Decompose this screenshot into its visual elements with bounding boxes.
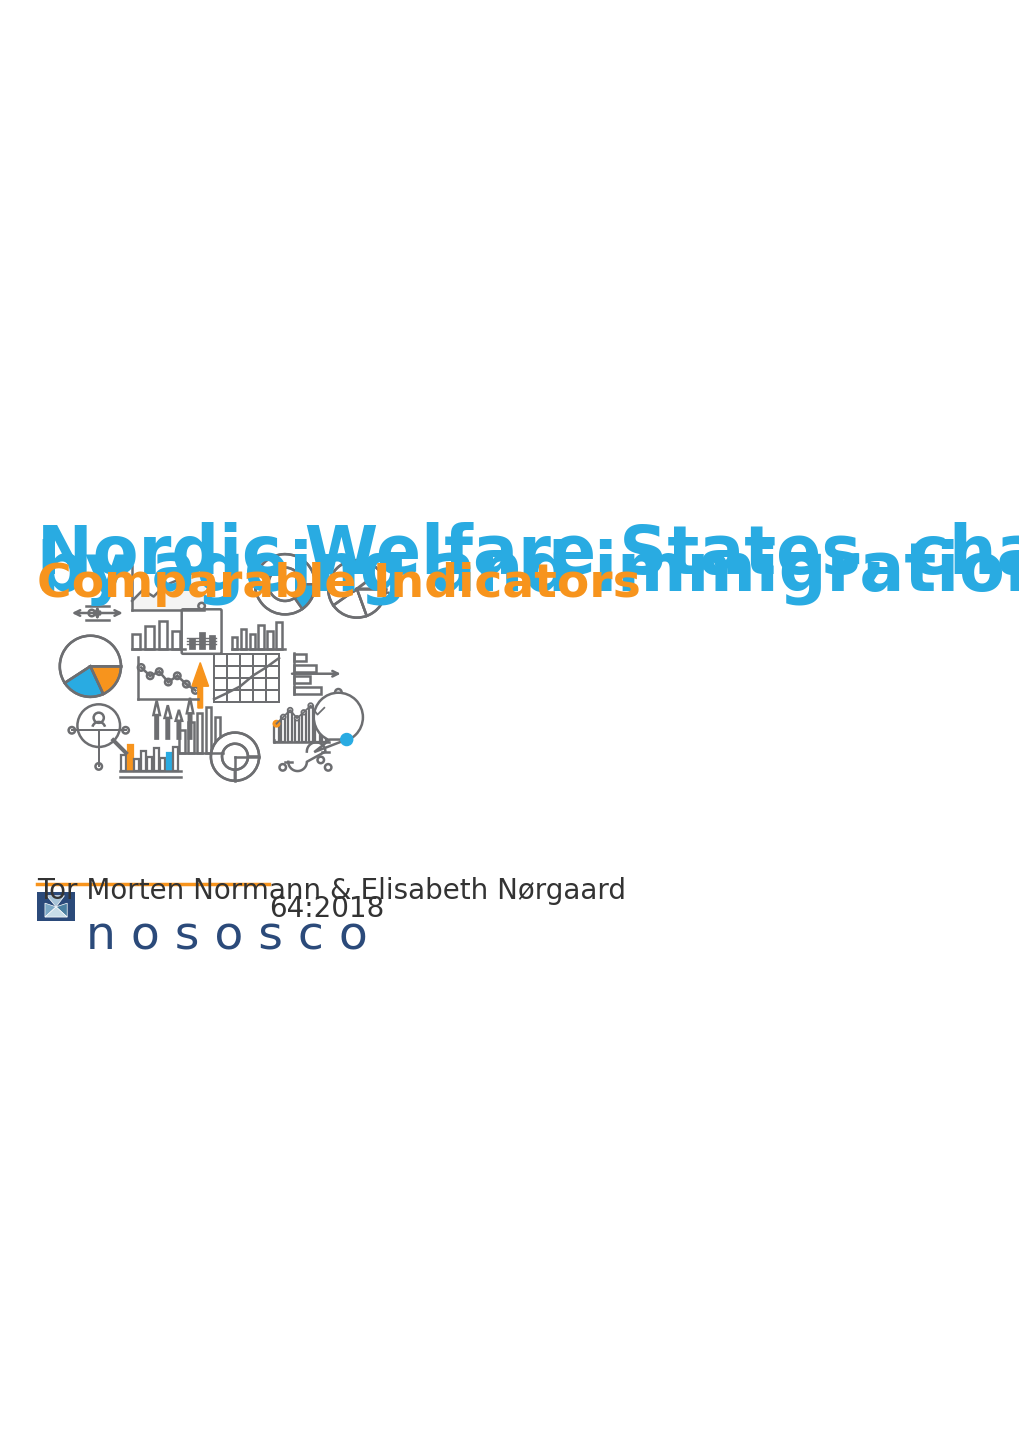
Bar bbox=[121, 754, 126, 771]
Text: 64:2018: 64:2018 bbox=[269, 895, 384, 923]
Bar bbox=[167, 753, 171, 771]
Wedge shape bbox=[328, 559, 385, 606]
Text: Tor Morten Normann & Elisabeth Nørgaard: Tor Morten Normann & Elisabeth Nørgaard bbox=[37, 877, 626, 906]
Bar bbox=[159, 622, 167, 649]
Bar bbox=[160, 758, 165, 771]
Circle shape bbox=[287, 708, 292, 712]
Bar bbox=[294, 665, 316, 672]
Circle shape bbox=[340, 734, 353, 746]
Circle shape bbox=[322, 705, 326, 709]
Bar bbox=[148, 757, 152, 771]
Bar bbox=[294, 718, 299, 741]
Bar bbox=[135, 758, 139, 771]
Bar bbox=[267, 630, 272, 649]
Bar bbox=[189, 639, 195, 649]
Bar bbox=[309, 705, 313, 741]
Bar bbox=[294, 688, 321, 694]
Text: Comparable Indicators: Comparable Indicators bbox=[37, 562, 640, 607]
Wedge shape bbox=[91, 666, 121, 694]
Bar bbox=[37, 893, 75, 921]
Circle shape bbox=[315, 712, 320, 717]
Bar bbox=[132, 634, 141, 649]
Text: n o s o s c o: n o s o s c o bbox=[86, 914, 367, 960]
Bar bbox=[322, 708, 326, 741]
Circle shape bbox=[314, 692, 363, 741]
Bar bbox=[281, 717, 285, 741]
Text: by ageing and immigration?: by ageing and immigration? bbox=[37, 539, 1019, 606]
Bar bbox=[141, 751, 146, 771]
Bar bbox=[214, 717, 220, 753]
Bar bbox=[209, 636, 215, 649]
Circle shape bbox=[274, 721, 278, 725]
Circle shape bbox=[273, 721, 279, 727]
Wedge shape bbox=[211, 733, 259, 780]
Bar bbox=[199, 632, 205, 649]
Circle shape bbox=[280, 715, 285, 720]
Bar bbox=[240, 629, 246, 649]
Bar bbox=[154, 748, 158, 771]
Bar bbox=[173, 747, 177, 771]
Polygon shape bbox=[314, 740, 346, 753]
Bar bbox=[197, 712, 203, 753]
Polygon shape bbox=[47, 895, 64, 907]
Polygon shape bbox=[192, 662, 208, 708]
Polygon shape bbox=[56, 903, 67, 917]
Bar bbox=[315, 715, 319, 741]
Wedge shape bbox=[357, 588, 385, 616]
Polygon shape bbox=[45, 903, 56, 917]
Bar bbox=[206, 707, 211, 753]
Bar bbox=[287, 709, 292, 741]
Text: Nordic Welfare States, challenged: Nordic Welfare States, challenged bbox=[37, 522, 1019, 588]
Wedge shape bbox=[64, 666, 103, 696]
Wedge shape bbox=[234, 757, 259, 780]
Bar bbox=[250, 634, 255, 649]
Bar bbox=[302, 712, 306, 741]
Bar bbox=[274, 724, 278, 741]
Circle shape bbox=[302, 709, 306, 715]
Polygon shape bbox=[45, 907, 67, 917]
FancyBboxPatch shape bbox=[181, 610, 221, 653]
Bar bbox=[187, 721, 194, 753]
Bar bbox=[172, 630, 180, 649]
Wedge shape bbox=[255, 554, 315, 614]
Bar bbox=[179, 730, 184, 753]
Bar bbox=[276, 622, 281, 649]
Bar bbox=[231, 637, 237, 649]
Bar bbox=[258, 626, 264, 649]
Wedge shape bbox=[294, 584, 315, 609]
Circle shape bbox=[294, 715, 299, 721]
Bar bbox=[146, 626, 154, 649]
Bar bbox=[294, 655, 306, 660]
Bar bbox=[294, 676, 310, 684]
Circle shape bbox=[308, 704, 313, 708]
Wedge shape bbox=[333, 588, 367, 617]
Wedge shape bbox=[60, 636, 121, 684]
Bar bbox=[127, 746, 132, 771]
